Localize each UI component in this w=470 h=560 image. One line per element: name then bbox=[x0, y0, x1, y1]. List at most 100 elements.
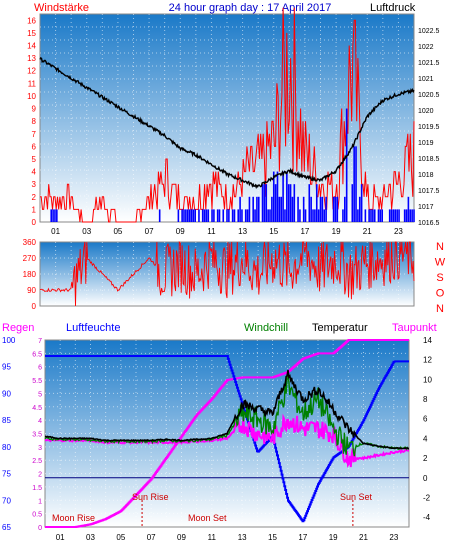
luftfeuchte-line bbox=[45, 355, 409, 523]
wind-direction-marks bbox=[39, 241, 415, 307]
rain-tick-label: 5 bbox=[38, 391, 42, 398]
humidity-tick-label: 100 bbox=[2, 336, 16, 345]
rain-tick-label: 7 bbox=[38, 338, 42, 345]
pressure-tick-label: 1019.5 bbox=[418, 124, 440, 131]
sun-rise-label: Sun Rise bbox=[132, 492, 169, 502]
pressure-tick-label: 1021.5 bbox=[418, 60, 440, 67]
pressure-axis-title: Luftdruck bbox=[370, 2, 416, 14]
temperature-tick-label: 12 bbox=[423, 356, 432, 365]
direction-tick-label: 90 bbox=[27, 286, 36, 295]
pressure-tick-label: 1018 bbox=[418, 172, 434, 179]
time-tick-label: 05 bbox=[113, 227, 122, 236]
pressure-tick-label: 1020.5 bbox=[418, 92, 440, 99]
humidity-tick-label: 95 bbox=[2, 363, 11, 372]
compass-letter: W bbox=[435, 257, 446, 269]
pressure-tick-label: 1017.5 bbox=[418, 188, 440, 195]
time-tick-label: 03 bbox=[82, 227, 91, 236]
rain-tick-label: 3 bbox=[38, 445, 42, 452]
wind-direction-ticks: 0 90 180 270 360 bbox=[23, 238, 37, 311]
pressure-tick-label: 1022 bbox=[418, 44, 434, 51]
temperature-tick-label: 14 bbox=[423, 336, 432, 345]
wind-pressure-ticks: 0123456789101112131415161016.510171017.5… bbox=[27, 16, 439, 236]
pressure-tick-label: 1019 bbox=[418, 140, 434, 147]
rain-tick-label: 5.5 bbox=[32, 378, 42, 385]
wind-tick-label: 4 bbox=[32, 168, 37, 177]
legend-taupunkt: Taupunkt bbox=[392, 322, 437, 334]
wind-tick-label: 11 bbox=[28, 79, 37, 88]
rain-tick-label: 1.5 bbox=[32, 485, 42, 492]
time-tick-label: 23 bbox=[389, 533, 398, 542]
rain-tick-label: 6 bbox=[38, 365, 42, 372]
wind-tick-label: 3 bbox=[32, 180, 37, 189]
time-tick-label: 21 bbox=[359, 533, 368, 542]
wind-tick-label: 7 bbox=[32, 130, 37, 139]
wind-tick-label: 0 bbox=[32, 218, 37, 227]
temperature-tick-label: -2 bbox=[423, 493, 431, 502]
pressure-tick-label: 1020 bbox=[418, 108, 434, 115]
pressure-line bbox=[39, 56, 415, 190]
time-tick-label: 05 bbox=[116, 533, 125, 542]
wind-tick-label: 10 bbox=[27, 92, 36, 101]
wind-tick-label: 8 bbox=[32, 117, 37, 126]
temperature-tick-label: 10 bbox=[423, 375, 432, 384]
wind-tick-label: 16 bbox=[27, 16, 36, 25]
wind-tick-label: 13 bbox=[27, 54, 36, 63]
wind-axis-title: Windstärke bbox=[34, 2, 89, 14]
pressure-tick-label: 1018.5 bbox=[418, 156, 440, 163]
direction-tick-label: 360 bbox=[23, 238, 37, 247]
wind-direction-line bbox=[39, 241, 415, 307]
rain-tick-label: 0 bbox=[38, 525, 42, 532]
wind-tick-label: 9 bbox=[32, 105, 37, 114]
direction-tick-label: 0 bbox=[32, 302, 37, 311]
humidity-tick-label: 85 bbox=[2, 416, 11, 425]
compass-letter: O bbox=[436, 288, 445, 300]
time-tick-label: 19 bbox=[332, 227, 341, 236]
time-tick-label: 19 bbox=[329, 533, 338, 542]
pressure-tick-label: 1017 bbox=[418, 204, 434, 211]
rain-tick-label: 6.5 bbox=[32, 351, 42, 358]
sun-set-label: Sun Set bbox=[340, 492, 373, 502]
time-tick-label: 13 bbox=[238, 533, 247, 542]
humidity-tick-label: 75 bbox=[2, 470, 11, 479]
time-tick-label: 01 bbox=[56, 533, 65, 542]
moon-rise-label: Moon Rise bbox=[52, 513, 95, 523]
time-tick-label: 15 bbox=[268, 533, 277, 542]
rain-tick-label: 4.5 bbox=[32, 405, 42, 412]
wind-pressure-marks bbox=[39, 7, 415, 223]
pressure-tick-label: 1022.5 bbox=[418, 28, 440, 35]
rain-tick-label: 2 bbox=[38, 472, 42, 479]
temperature-marks bbox=[44, 339, 410, 528]
time-tick-label: 21 bbox=[363, 227, 372, 236]
time-tick-label: 17 bbox=[300, 227, 309, 236]
rain-tick-label: 0.5 bbox=[32, 512, 42, 519]
rain-tick-label: 2.5 bbox=[32, 458, 42, 465]
direction-tick-label: 270 bbox=[23, 254, 37, 263]
temperature-tick-label: 8 bbox=[423, 395, 428, 404]
time-tick-label: 07 bbox=[147, 533, 156, 542]
temperature-tick-label: 4 bbox=[423, 434, 428, 443]
moon-set-label: Moon Set bbox=[188, 513, 227, 523]
wind-tick-label: 15 bbox=[27, 29, 36, 38]
time-tick-label: 17 bbox=[298, 533, 307, 542]
time-tick-label: 09 bbox=[177, 533, 186, 542]
humidity-tick-label: 65 bbox=[2, 523, 11, 532]
compass-letter: N bbox=[436, 241, 444, 253]
time-tick-label: 13 bbox=[238, 227, 247, 236]
regen-line bbox=[45, 339, 409, 528]
legend-temperatur: Temperatur bbox=[312, 322, 368, 334]
temperature-tick-label: -4 bbox=[423, 513, 431, 522]
humidity-tick-label: 90 bbox=[2, 389, 11, 398]
wind-tick-label: 14 bbox=[27, 42, 36, 51]
compass-letter: S bbox=[436, 272, 443, 284]
rain-tick-label: 1 bbox=[38, 498, 42, 505]
temperature-ticks: 6570758085909510000.511.522.533.544.555.… bbox=[2, 336, 432, 542]
legend-windchill: Windchill bbox=[244, 322, 288, 334]
time-tick-label: 23 bbox=[394, 227, 403, 236]
temperature-tick-label: 0 bbox=[423, 474, 428, 483]
wind-tick-label: 2 bbox=[32, 193, 37, 202]
direction-tick-label: 180 bbox=[23, 270, 37, 279]
wind-tick-label: 12 bbox=[27, 67, 36, 76]
wind-tick-label: 5 bbox=[32, 155, 37, 164]
